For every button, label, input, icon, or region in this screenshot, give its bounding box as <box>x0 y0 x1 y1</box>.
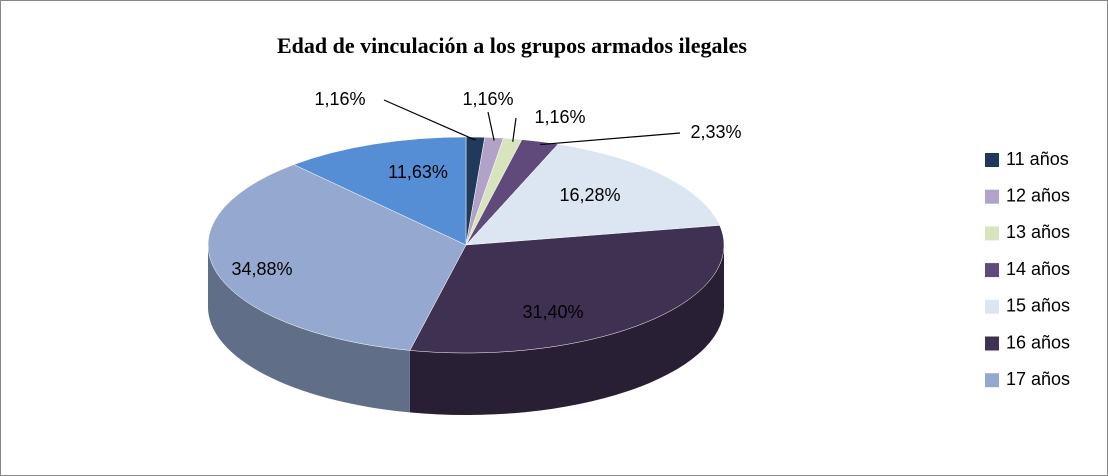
pie-slice <box>293 136 467 246</box>
leader-line <box>487 111 495 141</box>
data-label: 16,28% <box>559 185 620 205</box>
data-label: 1,16% <box>314 89 365 109</box>
legend-swatch <box>985 153 999 167</box>
data-label: 31,40% <box>522 302 583 322</box>
legend-label: 16 años <box>1006 332 1070 352</box>
leader-line <box>540 132 681 146</box>
pie-slice <box>207 164 467 351</box>
legend-swatch <box>985 299 999 314</box>
legend-label: 12 años <box>1006 185 1070 205</box>
legend-label: 14 años <box>1006 259 1070 279</box>
legend-label: 15 años <box>1006 296 1070 316</box>
pie-side <box>409 245 724 415</box>
leader-line <box>512 117 517 142</box>
pie-side <box>208 245 410 413</box>
legend-swatch <box>985 373 999 388</box>
data-label: 1,16% <box>534 107 585 127</box>
legend-swatch <box>985 336 999 351</box>
leader-line <box>383 99 476 141</box>
pie-side-shade <box>208 245 410 413</box>
legend-swatch <box>985 189 999 204</box>
pie-slice <box>409 225 725 354</box>
legend-swatch <box>985 226 999 241</box>
data-label: 11,63% <box>388 162 448 182</box>
legend-label: 13 años <box>1006 222 1070 242</box>
data-label: 2,33% <box>690 122 741 142</box>
legend-swatch <box>985 263 999 278</box>
data-label: 1,16% <box>462 89 513 109</box>
legend-label: 17 años <box>1006 369 1070 389</box>
chart-title: Edad de vinculación a los grupos armados… <box>277 33 747 58</box>
legend-label: 11 años <box>1006 149 1069 169</box>
data-label: 34,88% <box>231 259 292 279</box>
pie-slice <box>465 143 721 246</box>
pie-side-shade <box>409 245 724 415</box>
